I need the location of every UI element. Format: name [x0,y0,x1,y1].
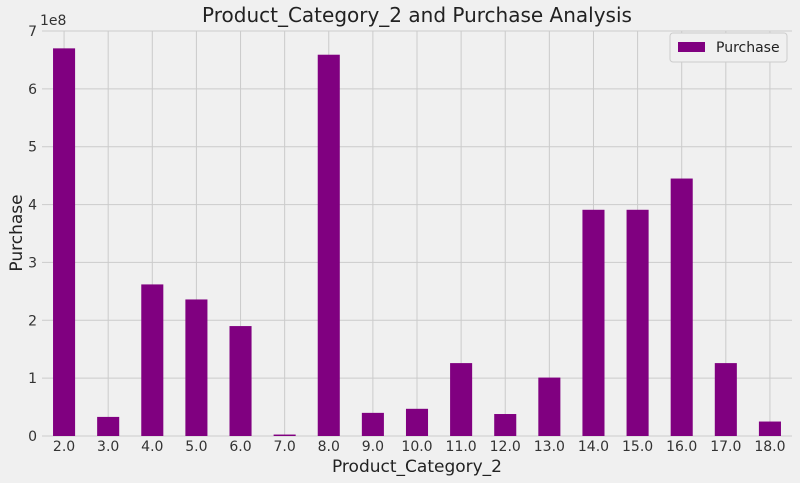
x-tick-label: 17.0 [710,439,741,455]
legend: Purchase [669,32,788,63]
y-tick-label: 2 [28,313,37,329]
x-axis-label: Product_Category_2 [332,457,502,477]
y-tick-labels: 0 1 2 3 4 5 6 7 [28,24,37,445]
bar [450,363,473,436]
x-tick-label: 4.0 [141,439,163,455]
bar [582,209,605,436]
x-tick-label: 16.0 [666,439,697,455]
x-tick-label: 3.0 [97,439,119,455]
y-offset-label: 1e8 [40,13,66,29]
bar [273,434,296,436]
y-axis-label: Purchase [7,194,27,271]
x-tick-label: 12.0 [490,439,521,455]
x-tick-label: 13.0 [534,439,565,455]
x-tick-label: 7.0 [274,439,296,455]
x-tick-label: 18.0 [754,439,785,455]
bar [141,284,164,436]
legend-box [669,32,788,63]
bar [361,412,384,436]
legend-swatch [678,42,705,52]
bar [97,416,120,436]
bar [494,414,517,436]
x-tick-label: 8.0 [318,439,340,455]
x-tick-label: 5.0 [185,439,207,455]
y-tick-label: 7 [28,24,37,40]
bar [626,209,649,436]
x-tick-label: 10.0 [401,439,432,455]
y-tick-label: 0 [28,429,37,445]
x-tick-label: 2.0 [53,439,75,455]
x-tick-label: 14.0 [578,439,609,455]
bar [317,54,340,436]
bar [185,299,208,436]
bar [53,48,76,436]
bar [670,178,693,437]
bar [538,377,561,436]
x-tick-label: 11.0 [446,439,477,455]
legend-label: Purchase [716,40,780,56]
x-tick-label: 9.0 [362,439,384,455]
bar [229,326,252,436]
bar [714,363,737,436]
y-tick-label: 3 [28,255,37,271]
y-tick-label: 1 [28,371,37,387]
x-tick-labels: 2.0 3.0 4.0 5.0 6.0 7.0 8.0 9.0 10.0 11.0 12.0 13.0… [53,439,786,455]
bar [758,421,781,436]
bars [53,48,781,437]
chart-title: Product_Category_2 and Purchase Analysis [202,3,632,27]
y-tick-label: 5 [28,140,37,156]
y-tick-label: 6 [28,82,37,98]
bar [405,408,429,436]
x-tick-label: 15.0 [622,439,653,455]
y-tick-label: 4 [28,198,37,214]
x-tick-label: 6.0 [229,439,251,455]
